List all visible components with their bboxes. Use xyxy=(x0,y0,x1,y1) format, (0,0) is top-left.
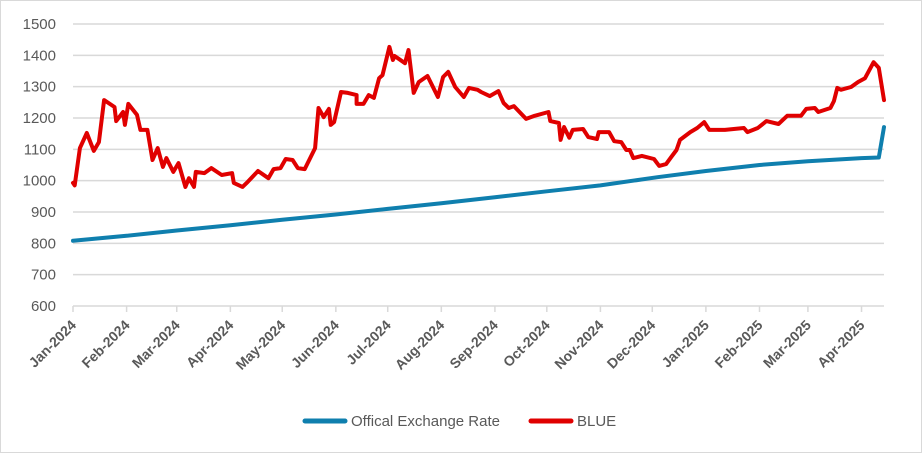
y-axis: 600 700 800 900 1000 1100 1200 1300 1400 1500 xyxy=(23,16,56,315)
y-tick-label: 1500 xyxy=(23,16,56,33)
x-tick-label: Jan-2025 xyxy=(658,317,712,371)
y-tick-label: 900 xyxy=(31,204,56,221)
series-line-official-exchange-rate xyxy=(71,125,886,243)
x-tick-label: Feb-2024 xyxy=(78,317,132,371)
x-tick-label: May-2024 xyxy=(232,317,288,373)
x-tick-label: Oct-2024 xyxy=(500,317,553,370)
x-tick-label: Jun-2024 xyxy=(288,317,342,371)
y-tick-label: 1400 xyxy=(23,47,56,64)
x-tick-label: Dec-2024 xyxy=(604,317,659,372)
x-tick-label: Feb-2025 xyxy=(711,317,765,371)
x-tick-label: Nov-2024 xyxy=(551,317,606,372)
x-tick-label: Mar-2025 xyxy=(760,317,814,371)
x-tick-label: Jul-2024 xyxy=(343,317,394,368)
y-tick-label: 1100 xyxy=(24,141,56,158)
x-tick-label: Jan-2024 xyxy=(25,317,79,371)
gridlines xyxy=(73,23,884,276)
x-tick-label: Sep-2024 xyxy=(446,317,501,372)
series-line-blue xyxy=(71,44,886,189)
x-tick-label: Apr-2024 xyxy=(183,317,237,371)
legend-label-official: Offical Exchange Rate xyxy=(351,413,500,430)
x-tick-label: Aug-2024 xyxy=(392,317,448,373)
y-tick-label: 800 xyxy=(31,235,56,252)
y-tick-label: 1000 xyxy=(23,173,56,190)
y-tick-label: 1300 xyxy=(23,79,56,96)
legend-label-blue: BLUE xyxy=(577,413,616,430)
series-lines xyxy=(71,44,886,243)
x-tick-label: Apr-2025 xyxy=(814,317,868,371)
y-tick-label: 700 xyxy=(31,267,56,284)
y-tick-label: 1200 xyxy=(23,110,56,127)
x-tick-label: Mar-2024 xyxy=(129,317,183,371)
y-tick-label: 600 xyxy=(31,298,56,315)
legend: Offical Exchange Rate BLUE xyxy=(302,413,616,430)
